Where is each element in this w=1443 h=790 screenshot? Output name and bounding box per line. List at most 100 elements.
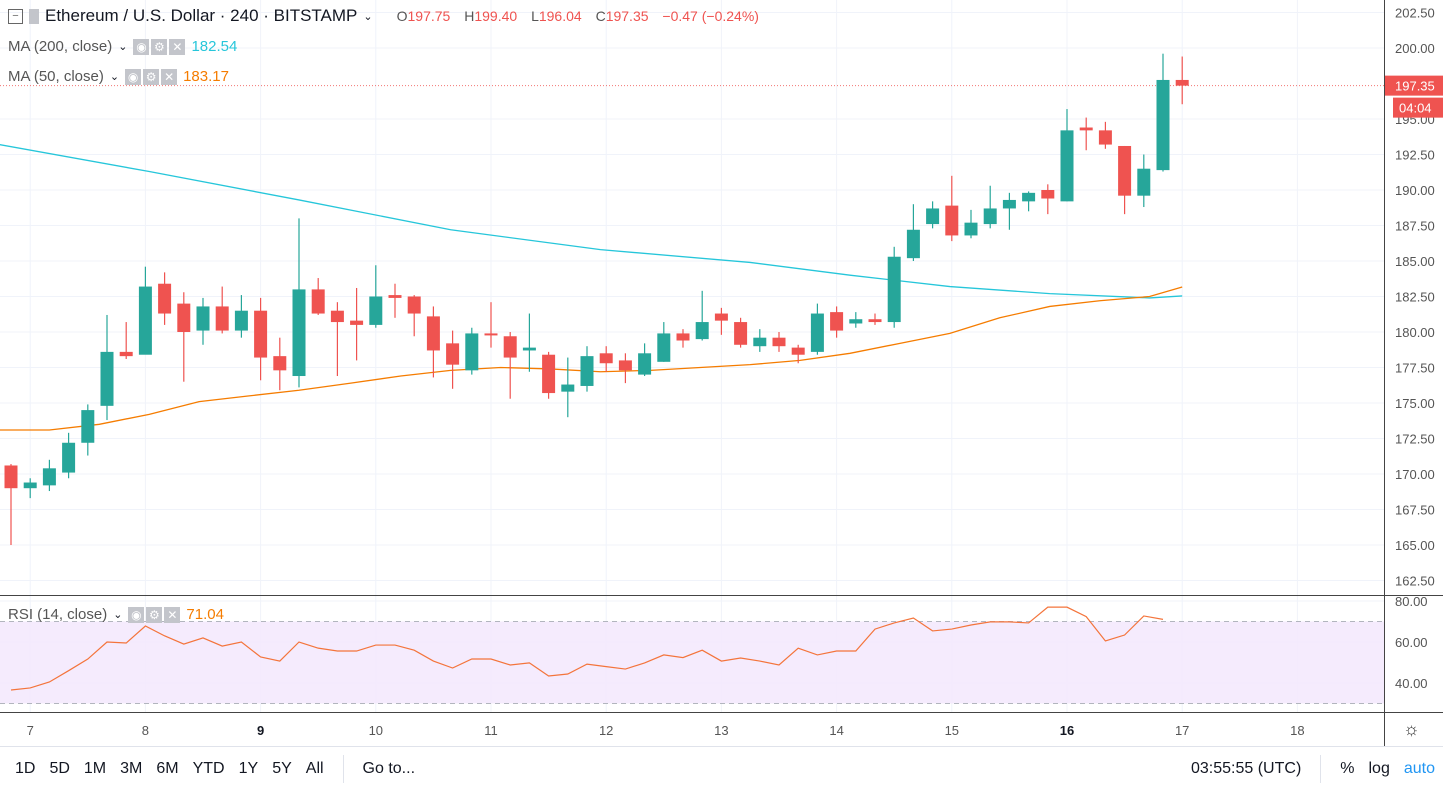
time-tick-label: 8 <box>142 723 149 738</box>
candle <box>369 265 383 328</box>
symbol-title[interactable]: Ethereum / U.S. Dollar · 240 · BITSTAMP <box>45 6 358 25</box>
candle <box>234 295 248 338</box>
collapse-icon[interactable]: − <box>8 8 23 24</box>
time-tick-label: 13 <box>714 723 728 738</box>
range-ytd[interactable]: YTD <box>192 759 225 777</box>
candle-body <box>369 296 383 325</box>
candle-body <box>945 205 959 236</box>
candle-body <box>714 313 728 321</box>
candle-body <box>503 336 517 358</box>
candle <box>657 322 671 362</box>
price-tick-label: 170.00 <box>1395 467 1435 482</box>
candle-body <box>446 343 460 365</box>
close-icon[interactable]: ✕ <box>161 68 178 85</box>
range-3m[interactable]: 3M <box>120 759 143 777</box>
range-5d[interactable]: 5D <box>49 759 70 777</box>
rsi-title[interactable]: RSI (14, close) <box>8 606 108 623</box>
goto-button[interactable]: Go to... <box>362 759 416 777</box>
price-tick-label: 172.50 <box>1395 432 1435 447</box>
candle-body <box>618 360 632 371</box>
candle <box>407 295 421 337</box>
candle-body <box>23 482 37 489</box>
candle <box>1098 121 1112 149</box>
candle <box>62 432 76 479</box>
price-tick-label: 182.50 <box>1395 290 1435 305</box>
range-1y[interactable]: 1Y <box>238 759 259 777</box>
candle <box>714 307 728 335</box>
candle-body <box>484 333 498 336</box>
close-icon[interactable]: ✕ <box>164 606 181 623</box>
candle-body <box>791 347 805 355</box>
range-1d[interactable]: 1D <box>15 759 36 777</box>
candle <box>983 185 997 229</box>
candle <box>1156 53 1170 172</box>
candle-body <box>676 333 690 341</box>
candle <box>196 297 210 345</box>
chevron-down-icon[interactable]: ⌄ <box>113 609 123 621</box>
candle <box>676 329 690 348</box>
candle-body <box>177 303 191 332</box>
candle <box>791 344 805 364</box>
candle <box>426 306 440 378</box>
percent-toggle[interactable]: % <box>1340 759 1355 777</box>
candle <box>273 337 287 391</box>
candle <box>906 204 920 261</box>
candle-body <box>311 289 325 314</box>
candle <box>138 266 152 355</box>
chevron-down-icon[interactable]: ⌄ <box>363 10 373 23</box>
candle <box>177 292 191 382</box>
candle <box>311 278 325 315</box>
candle <box>292 218 306 388</box>
range-all[interactable]: All <box>305 759 324 777</box>
log-toggle[interactable]: log <box>1368 759 1390 777</box>
price-tick-label: 165.00 <box>1395 538 1435 553</box>
candle-body <box>695 322 709 340</box>
ohlc-values: O197.75 H199.40 L196.04 C197.35 −0.47 (−… <box>396 8 759 24</box>
range-5y[interactable]: 5Y <box>272 759 292 777</box>
divider <box>1320 754 1322 783</box>
clock-timezone[interactable]: 03:55:55 (UTC) <box>1191 759 1302 777</box>
candle-body <box>42 468 56 486</box>
gear-icon[interactable]: ⚙ <box>146 606 163 623</box>
candle-body <box>542 354 556 394</box>
candle-body <box>196 306 210 331</box>
candle-body <box>1098 130 1112 145</box>
candle <box>753 329 767 352</box>
candle-body <box>4 465 18 489</box>
ma200-title[interactable]: MA (200, close) <box>8 38 113 55</box>
candle-body <box>1175 79 1189 86</box>
candle <box>887 246 901 328</box>
gear-icon[interactable]: ⚙ <box>143 68 160 85</box>
ma50-title[interactable]: MA (50, close) <box>8 68 104 85</box>
range-6m[interactable]: 6M <box>156 759 179 777</box>
candle-body <box>138 286 152 355</box>
candle <box>484 302 498 348</box>
candle <box>522 313 536 372</box>
eye-icon[interactable]: ◉ <box>133 38 150 55</box>
auto-toggle[interactable]: auto <box>1403 759 1435 777</box>
candle <box>734 317 748 348</box>
candle-body <box>983 208 997 225</box>
candle-body <box>234 310 248 331</box>
rsi-tick-label: 60.00 <box>1395 635 1428 650</box>
price-tick-label: 177.50 <box>1395 361 1435 376</box>
range-1m[interactable]: 1M <box>83 759 107 777</box>
candle <box>695 290 709 341</box>
close-icon[interactable]: ✕ <box>169 38 186 55</box>
candle-body <box>426 316 440 351</box>
flag-icon[interactable] <box>29 8 39 24</box>
candle <box>1060 109 1074 202</box>
gear-icon[interactable]: ⚙ <box>151 38 168 55</box>
candle-body <box>330 310 344 323</box>
candlestick-chart[interactable]: 202.50200.00195.00192.50190.00187.50185.… <box>0 0 1443 746</box>
settings-icon[interactable]: ☼ <box>1403 719 1420 739</box>
bottom-toolbar: 1D 5D 1M 3M 6M YTD 1Y 5Y All Go to... 03… <box>0 746 1443 790</box>
price-tick-label: 187.50 <box>1395 219 1435 234</box>
eye-icon[interactable]: ◉ <box>128 606 145 623</box>
chevron-down-icon[interactable]: ⌄ <box>109 71 120 83</box>
candle <box>254 297 268 381</box>
price-tick-label: 202.50 <box>1395 6 1435 21</box>
ma50-line <box>0 286 1183 431</box>
chevron-down-icon[interactable]: ⌄ <box>118 41 128 53</box>
eye-icon[interactable]: ◉ <box>125 68 142 85</box>
